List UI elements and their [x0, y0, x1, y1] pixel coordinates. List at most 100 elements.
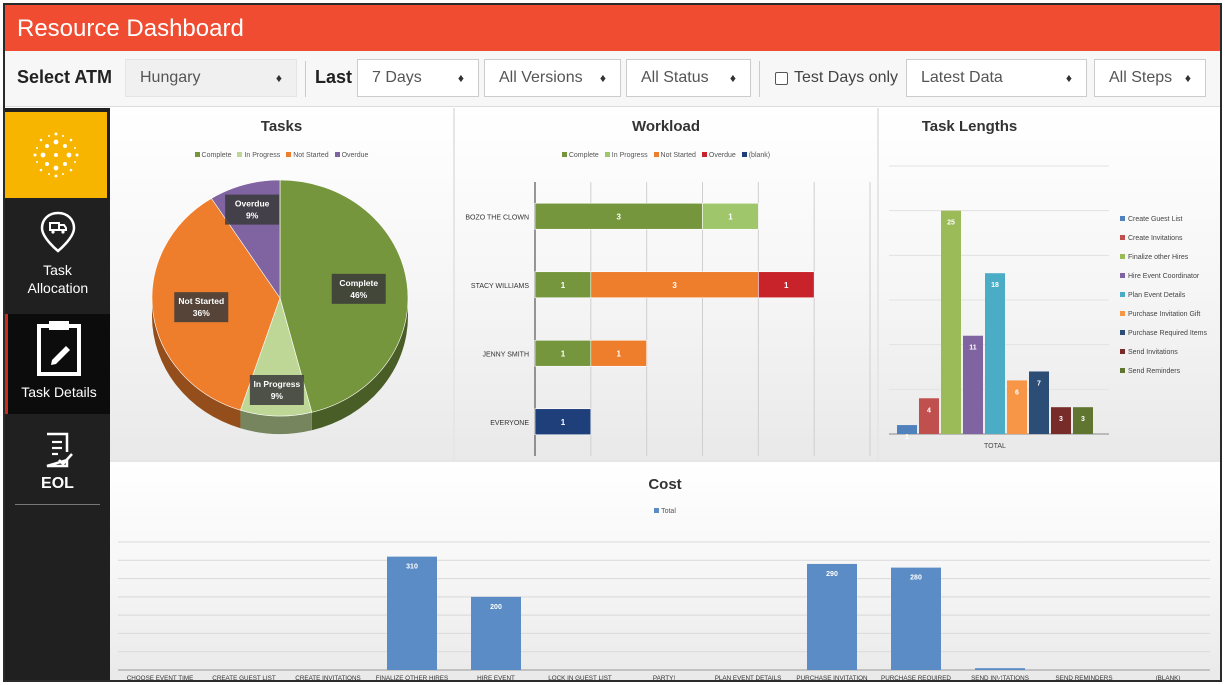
legend-label: Plan Event Details — [1128, 292, 1186, 299]
legend-item-overdue: Overdue — [701, 152, 736, 159]
legend-label: In Progress — [244, 152, 281, 159]
pie-label-box — [225, 194, 280, 225]
cost-category-label: CREATE GUEST LIST — [212, 675, 276, 682]
tasks-pie-chart: Complete 46% In Progress 9% Not Started 36% Ov… — [151, 179, 409, 434]
task-lengths-bar-chart: 1 4 25 11 18 6 7 3 3 TOTAL Create Guest List Create… — [889, 165, 1207, 450]
steps-select-value: All Steps — [1109, 69, 1173, 86]
pie-label-name: In Progress — [253, 379, 300, 389]
legend-item-complete: Complete — [194, 152, 232, 159]
lengths-bar-purchase-invitation-gift — [1007, 380, 1027, 434]
legend-item-not-started: Not Started — [286, 152, 329, 159]
legend-label: Not Started — [293, 152, 329, 159]
legend-swatch — [701, 152, 707, 157]
days-select[interactable]: 7 Days ♦ — [357, 59, 479, 97]
legend-swatch — [1120, 235, 1125, 240]
select-arrows-icon: ♦ — [729, 71, 736, 85]
workload-chart-title: Workload — [631, 118, 701, 135]
legend-swatch — [741, 152, 747, 157]
workload-category-label: JENNY SMITH — [482, 351, 529, 358]
pie-label-box — [249, 374, 304, 405]
pie-slice-side — [311, 298, 408, 431]
workload-category-label: STACY WILLIAMS — [471, 283, 529, 290]
cost-category-label: PLAN EVENT DETAILS — [715, 675, 782, 682]
versions-select[interactable]: All Versions ♦ — [484, 59, 621, 97]
test-days-checkbox[interactable]: Test Days only — [775, 59, 898, 97]
workload-data-label: 1 — [728, 212, 733, 221]
legend-item-in-progress: In Progress — [604, 152, 648, 159]
workload-bar-segment — [702, 202, 759, 230]
workload-bar-segment — [590, 339, 647, 367]
select-arrows-icon: ♦ — [457, 71, 464, 85]
sidebar-item-task-details[interactable]: Task Details — [5, 314, 110, 414]
checkbox-box[interactable] — [775, 71, 788, 85]
data-select[interactable]: Latest Data ♦ — [906, 59, 1087, 97]
pie-label-name: Overdue — [235, 199, 270, 209]
workload-bar-chart: BOZO THE CLOWN 3 1 STACY WILLIAMS 1 3 1 JENNY S… — [465, 182, 871, 456]
atm-select[interactable]: Hungary ♦ — [125, 59, 297, 97]
cost-category-label: (BLANK) — [1156, 675, 1181, 682]
workload-data-label: 3 — [617, 212, 622, 221]
workload-category-label: EVERYONE — [490, 420, 529, 427]
lengths-data-label: 18 — [991, 282, 999, 289]
pie-label-value: 9% — [246, 211, 259, 221]
legend-label: Create Guest List — [1128, 216, 1183, 223]
legend-label: Purchase Invitation Gift — [1128, 311, 1200, 318]
legend-label: Finalize other Hires — [1128, 254, 1189, 261]
legend-label: Not Started — [660, 152, 696, 159]
cost-category-label: PURCHASE REQUIRED — [881, 675, 951, 682]
steps-select[interactable]: All Steps ♦ — [1094, 59, 1206, 97]
legend-item-total: Total — [654, 508, 676, 515]
data-select-value: Latest Data — [921, 69, 1003, 86]
workload-bar-segment — [534, 271, 592, 299]
legend-label: Create Invitations — [1128, 235, 1183, 242]
legend-item-not-started: Not Started — [653, 152, 696, 159]
tasks-legend: Complete In Progress Not Started Overdue — [110, 152, 453, 159]
workload-bar-segment — [590, 271, 759, 299]
legend-label: (blank) — [748, 152, 771, 159]
cost-panel: Cost Total CHOOSE EVENT TIME CREATE GUEST… — [110, 462, 1220, 682]
lengths-data-label: 3 — [1059, 416, 1063, 423]
cost-data-label: 290 — [826, 571, 838, 578]
lengths-data-label: 6 — [1015, 389, 1019, 396]
cost-bar — [387, 556, 437, 670]
cost-category-label: SEND REMINDERS — [1055, 675, 1112, 682]
workload-data-label: 1 — [561, 281, 566, 290]
legend-label: Complete — [201, 152, 232, 159]
cost-category-label: PARTY! — [653, 675, 675, 682]
dashboard-window: Resource Dashboard Select ATM Hungary ♦ … — [3, 3, 1222, 682]
legend-label: Total — [661, 508, 676, 515]
cost-category-label: SEND INVITATIONS — [971, 675, 1029, 682]
cost-data-label: 280 — [910, 575, 922, 582]
workload-bar-segment — [534, 202, 703, 230]
lengths-data-label: 25 — [947, 220, 955, 227]
legend-label: Purchase Required Items — [1128, 330, 1207, 337]
task-lengths-chart-title: Task Lengths — [921, 118, 1018, 135]
filter-toolbar: Select ATM Hungary ♦ Last 7 Days ♦ All V… — [5, 51, 1220, 107]
cost-bar — [975, 668, 1025, 670]
app-logo[interactable] — [5, 112, 107, 198]
lengths-data-label: 1 — [905, 434, 909, 441]
tasks-panel: Tasks Complete In Progress Not Started O… — [110, 108, 453, 460]
lengths-bar-finalize-other-hires — [941, 210, 961, 434]
status-select-value: All Status — [641, 69, 709, 86]
legend-swatch — [1120, 273, 1125, 278]
legend-item-blank: (blank) — [741, 152, 771, 159]
pie-label-name: Not Started — [178, 296, 224, 306]
pie-label-value: 36% — [193, 308, 210, 318]
workload-category-label: BOZO THE CLOWN — [465, 214, 529, 221]
sidebar-item-task-allocation[interactable]: Task Allocation — [5, 204, 110, 308]
legend-swatch — [334, 152, 340, 157]
status-select[interactable]: All Status ♦ — [626, 59, 751, 97]
legend-swatch — [654, 508, 660, 513]
lengths-bar-hire-event-coordinator — [963, 335, 983, 434]
lengths-data-label: 7 — [1037, 380, 1041, 387]
pie-slice-side — [152, 298, 241, 429]
cost-category-label: LOCK IN GUEST LIST — [548, 675, 612, 682]
sidebar-item-eol[interactable]: EOL — [5, 426, 110, 512]
checklist-icon — [46, 432, 73, 468]
workload-legend: Complete In Progress Not Started Overdue… — [455, 152, 877, 159]
pie-label-value: 46% — [350, 290, 367, 300]
toolbar-divider — [759, 61, 760, 97]
pie-label-box — [174, 292, 229, 323]
legend-swatch — [237, 152, 243, 157]
